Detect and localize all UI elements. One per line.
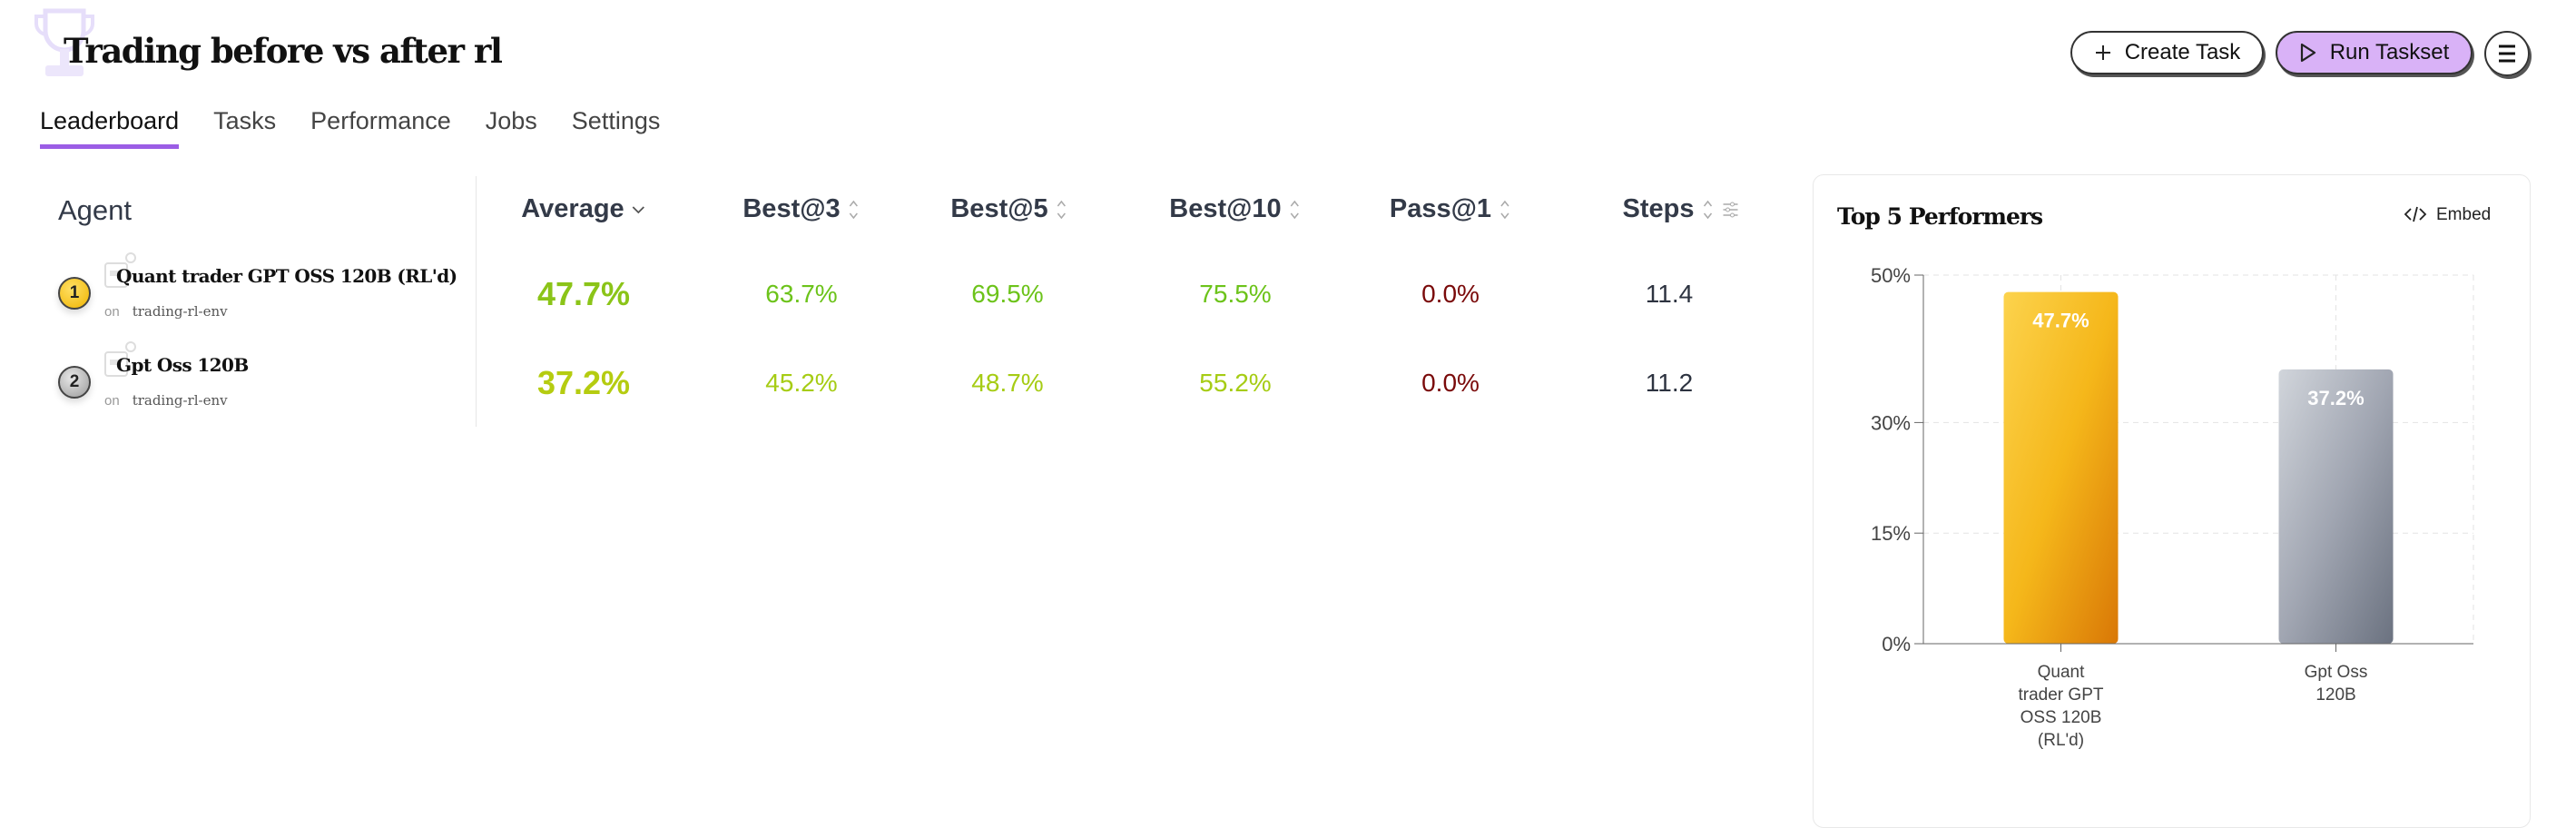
embed-label: Embed (2436, 205, 2492, 224)
x-tick-label: OSS 120B (2020, 708, 2102, 727)
column-header-best5[interactable]: Best@5 (950, 194, 1067, 224)
average-value: 47.7% (536, 275, 631, 312)
tab-settings[interactable]: Settings (571, 107, 661, 134)
code-icon (2404, 206, 2427, 222)
data-label: 37.2% (2307, 387, 2364, 409)
column-header-average[interactable]: Average (521, 194, 645, 224)
run-taskset-button[interactable]: Run Taskset (2276, 31, 2473, 74)
create-task-button[interactable]: Create Task (2070, 31, 2264, 74)
best10-label: Best@10 (1169, 194, 1282, 223)
agent-name[interactable]: Quant trader GPT OSS 120B (RL'd) (116, 265, 457, 287)
x-tick-label: (RL'd) (2038, 731, 2084, 750)
pass1-label: Pass@1 (1389, 194, 1492, 223)
rank-badge-gold: 1 (58, 277, 91, 310)
hamburger-icon (2499, 44, 2515, 63)
steps-value: 11.4 (1645, 280, 1694, 308)
y-tick-label: 15% (1871, 522, 1911, 545)
data-label: 47.7% (2032, 310, 2089, 332)
bar (2278, 369, 2394, 644)
best10-value: 55.2% (1199, 369, 1272, 397)
x-tick-label: Gpt Oss (2305, 663, 2368, 682)
tab-jobs[interactable]: Jobs (485, 107, 537, 134)
on-label: on (104, 393, 120, 409)
tab-bar: Leaderboard Tasks Performance Jobs Setti… (40, 107, 660, 149)
agent-env: on trading-rl-env (104, 303, 228, 320)
tab-performance[interactable]: Performance (310, 107, 451, 134)
env-name[interactable]: trading-rl-env (132, 392, 228, 409)
y-tick-label: 50% (1871, 264, 1911, 287)
pass1-value: 0.0% (1421, 369, 1480, 397)
sort-icon (1500, 200, 1509, 219)
column-header-pass1[interactable]: Pass@1 (1390, 194, 1511, 224)
best3-value: 63.7% (765, 280, 838, 308)
chevron-down-icon (633, 205, 645, 213)
tab-leaderboard[interactable]: Leaderboard (40, 107, 180, 149)
tab-tasks[interactable]: Tasks (213, 107, 277, 134)
agent-env: on trading-rl-env (104, 392, 228, 409)
best5-value: 48.7% (971, 369, 1044, 397)
column-header-best3[interactable]: Best@3 (742, 194, 860, 224)
best10-value: 75.5% (1199, 280, 1272, 308)
x-tick-label: trader GPT (2019, 685, 2104, 705)
env-name[interactable]: trading-rl-env (132, 303, 228, 320)
best3-value: 45.2% (765, 369, 838, 397)
robot-avatar-icon (104, 252, 136, 288)
y-tick-label: 30% (1871, 411, 1911, 434)
card-title: Top 5 Performers (1837, 203, 2043, 230)
play-icon (2300, 43, 2315, 63)
x-tick-label: 120B (2315, 685, 2355, 705)
plus-icon (2095, 45, 2110, 60)
column-header-best10[interactable]: Best@10 (1169, 194, 1301, 224)
rank-badge-silver: 2 (58, 366, 91, 399)
sort-icon (850, 200, 859, 219)
page-title: Trading before vs after rl (64, 31, 503, 71)
sort-icon (1291, 200, 1300, 219)
sort-icon (1703, 200, 1713, 219)
steps-label: Steps (1622, 194, 1695, 223)
trophy-icon (34, 8, 94, 76)
average-value: 37.2% (536, 364, 631, 401)
average-label: Average (521, 194, 624, 223)
robot-avatar-icon (104, 341, 136, 377)
column-settings-icon[interactable] (1721, 201, 1739, 219)
sort-icon (1057, 200, 1067, 219)
agent-name[interactable]: Gpt Oss 120B (116, 354, 249, 376)
best3-label: Best@3 (742, 194, 841, 223)
y-tick-label: 0% (1882, 633, 1911, 656)
run-taskset-label: Run Taskset (2329, 40, 2450, 64)
column-header-steps[interactable]: Steps (1623, 194, 1740, 224)
column-header-agent: Agent (58, 194, 133, 226)
create-task-label: Create Task (2124, 40, 2241, 64)
best5-value: 69.5% (971, 280, 1044, 308)
best5-label: Best@5 (950, 194, 1048, 223)
embed-button[interactable]: Embed (2404, 205, 2491, 225)
on-label: on (104, 304, 120, 320)
pass1-value: 0.0% (1421, 280, 1480, 308)
column-divider (476, 176, 477, 427)
menu-button[interactable] (2484, 31, 2530, 76)
x-tick-label: Quant (2038, 663, 2085, 682)
bar-chart: 0% 15% 30% 50% 47.7% Quant trader GPT OSS 120B (… (1871, 264, 2474, 750)
steps-value: 11.2 (1645, 369, 1694, 397)
bar (2003, 291, 2119, 644)
